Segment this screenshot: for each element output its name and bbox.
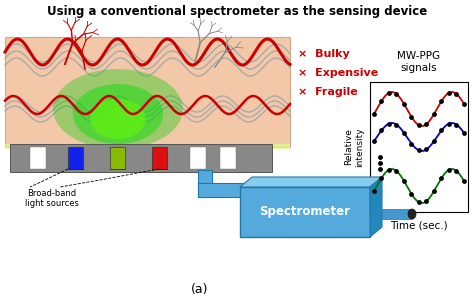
Point (408, 141, 415, 146)
Point (392, 169, 400, 173)
Text: ×  Expensive: × Expensive (298, 68, 378, 78)
Point (378, 176, 385, 181)
Text: (a): (a) (191, 284, 209, 297)
Point (400, 178, 408, 183)
Point (408, 191, 415, 196)
Bar (190, 147, 206, 169)
Point (392, 92, 400, 96)
Point (430, 112, 438, 117)
Polygon shape (240, 177, 382, 187)
Bar (110, 147, 125, 169)
Bar (370, 82, 468, 212)
Text: Spectrometer: Spectrometer (259, 205, 350, 219)
Bar (152, 147, 167, 169)
Point (460, 101, 468, 106)
Point (400, 130, 408, 135)
Point (392, 122, 400, 127)
Text: Broad-band
light sources: Broad-band light sources (25, 189, 79, 208)
Bar (5, 144, 290, 149)
Point (378, 99, 385, 104)
Point (400, 101, 408, 106)
Point (370, 139, 378, 143)
Text: MW-PPG
signals: MW-PPG signals (397, 51, 440, 73)
Point (453, 92, 460, 96)
Point (378, 128, 385, 133)
Point (385, 121, 393, 126)
Bar (5, 37, 290, 147)
Bar (220, 147, 236, 169)
Text: Time (sec.): Time (sec.) (390, 221, 448, 231)
Point (445, 167, 453, 172)
Point (370, 189, 378, 194)
Point (460, 178, 468, 183)
Point (430, 139, 438, 143)
Text: Relative
intensity: Relative intensity (344, 127, 364, 167)
Bar (240, 187, 370, 237)
Point (438, 99, 445, 104)
Point (430, 189, 438, 194)
Bar (30, 147, 46, 169)
Point (415, 200, 423, 205)
Point (453, 169, 460, 173)
Text: ×  Fragile: × Fragile (298, 87, 358, 97)
Text: ×  Bulky: × Bulky (298, 49, 350, 59)
Point (423, 147, 430, 152)
Point (438, 176, 445, 181)
Bar (198, 170, 212, 197)
Point (423, 122, 430, 127)
Bar (68, 147, 83, 169)
Bar (152, 147, 168, 169)
Bar (10, 144, 272, 172)
Text: Using a conventional spectrometer as the sensing device: Using a conventional spectrometer as the… (47, 5, 427, 18)
Point (385, 167, 393, 172)
Point (415, 148, 423, 153)
Ellipse shape (408, 209, 416, 219)
Ellipse shape (91, 99, 146, 139)
Point (453, 122, 460, 127)
Bar (68, 147, 84, 169)
Point (415, 123, 423, 128)
Point (438, 128, 445, 133)
Point (423, 199, 430, 204)
Bar (110, 147, 126, 169)
Ellipse shape (53, 69, 183, 149)
Point (445, 121, 453, 126)
Point (408, 114, 415, 119)
Point (385, 90, 393, 95)
Polygon shape (370, 177, 382, 237)
Point (370, 112, 378, 117)
Point (445, 90, 453, 95)
Ellipse shape (73, 84, 163, 144)
Bar (382, 209, 412, 219)
Point (460, 130, 468, 135)
Bar (198, 183, 288, 197)
